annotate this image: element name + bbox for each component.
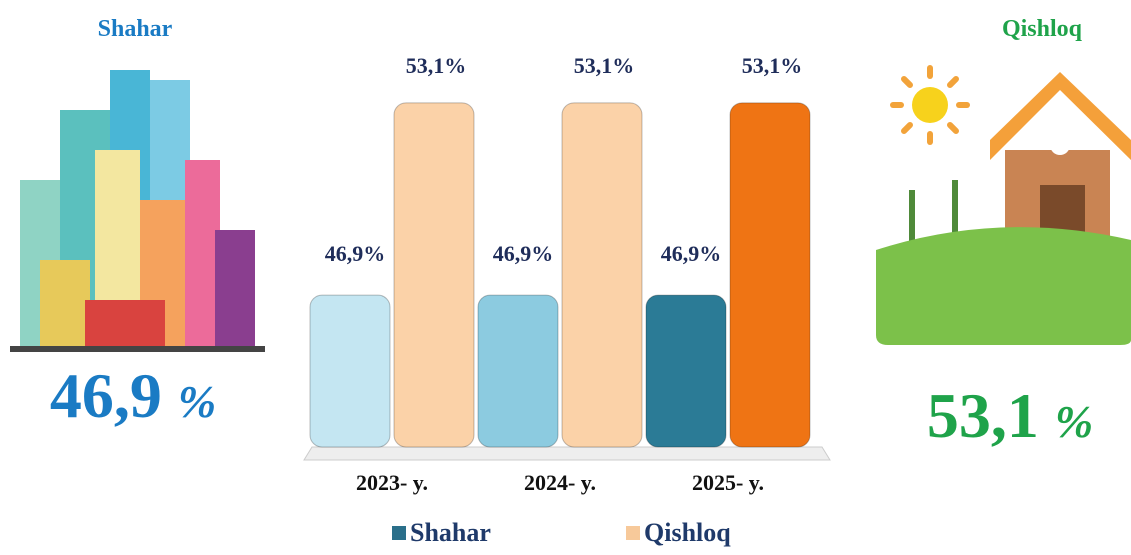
city-illustration (10, 70, 265, 352)
value-label: 53,1% (406, 53, 467, 78)
village-illustration (876, 68, 1131, 345)
bar (394, 103, 474, 447)
legend-label: Shahar (410, 518, 491, 547)
right-title: Qishloq (1002, 16, 1083, 42)
bar (562, 103, 642, 447)
x-tick-label: 2025- y. (692, 470, 764, 495)
value-label: 46,9% (493, 241, 554, 266)
legend: Shahar Qishloq (392, 518, 731, 547)
x-tick-label: 2024- y. (524, 470, 596, 495)
legend-label: Qishloq (644, 518, 731, 547)
bar (730, 103, 810, 447)
bar (310, 295, 390, 447)
left-title: Shahar (98, 16, 173, 42)
value-label: 46,9% (325, 241, 386, 266)
legend-swatch (392, 526, 406, 540)
value-label: 53,1% (574, 53, 635, 78)
bar (646, 295, 726, 447)
infographic: Shahar 46,9 % Qishloq 53,1 % Shahar Qishl… (0, 0, 1131, 550)
left-value: 46,9 % (50, 360, 216, 431)
legend-swatch (626, 526, 640, 540)
bar (478, 295, 558, 447)
value-label: 46,9% (661, 241, 722, 266)
right-value: 53,1 % (927, 380, 1093, 451)
x-tick-label: 2023- y. (356, 470, 428, 495)
chart-floor (304, 447, 830, 460)
value-label: 53,1% (742, 53, 803, 78)
